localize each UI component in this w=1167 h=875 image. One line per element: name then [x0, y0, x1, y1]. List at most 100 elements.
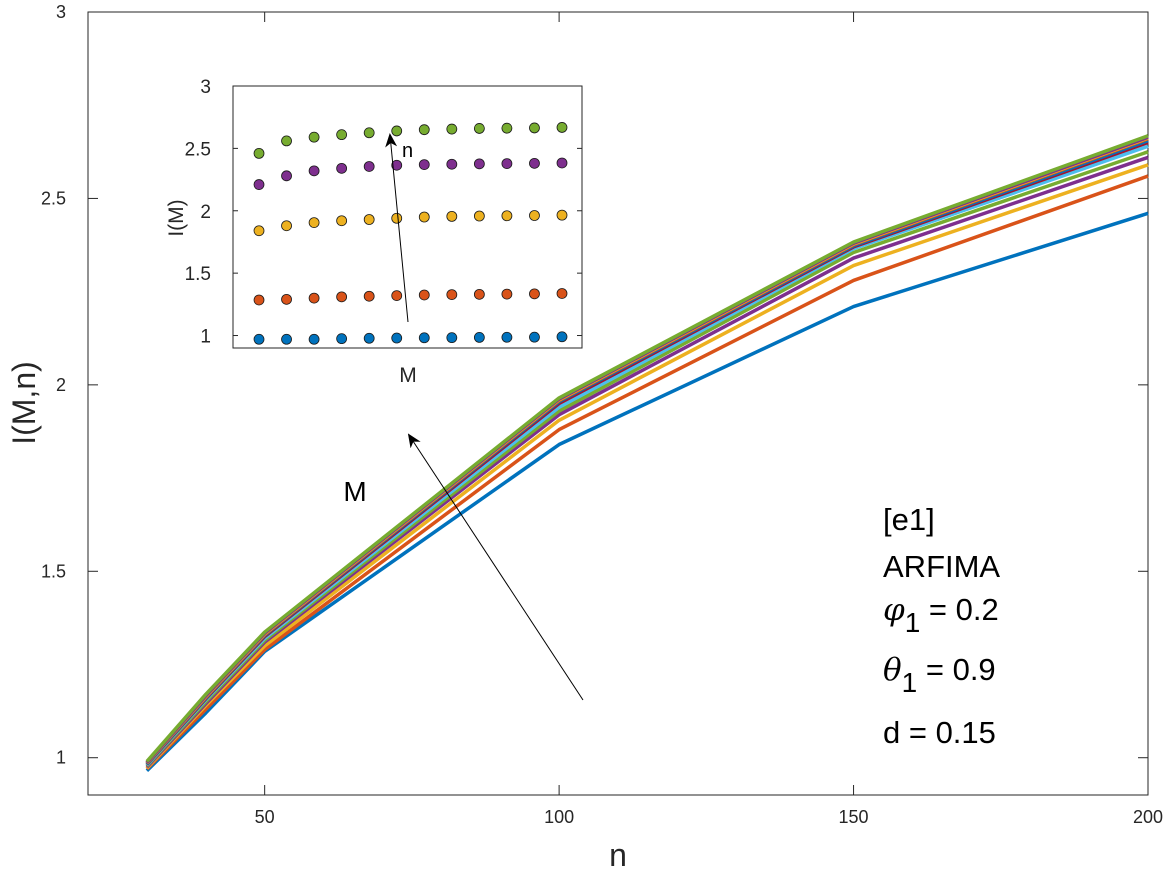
inset-point-n4 — [281, 170, 292, 182]
m-arrow — [407, 433, 584, 701]
inset-point-n5 — [473, 123, 485, 134]
param-theta-subscript: 1 — [902, 667, 918, 698]
inset-point-n2 — [281, 293, 292, 305]
param-phi-symbol: φ — [883, 592, 905, 628]
inset-y-tick-label: 2 — [200, 202, 211, 223]
inset-point-n1 — [281, 333, 292, 345]
x-axis-label: n — [609, 837, 627, 873]
y-tick-label: 1 — [56, 748, 66, 768]
inset-ticks — [233, 85, 582, 337]
series-line-m1 — [145, 211, 1149, 773]
inset-point-n4 — [446, 158, 458, 170]
inset-y-tick-label: 2.5 — [185, 139, 211, 160]
inset-point-n5 — [556, 122, 568, 133]
inset-point-n4 — [501, 158, 513, 170]
inset-point-n1 — [336, 333, 348, 345]
x-tick-label: 100 — [544, 807, 574, 827]
inset-point-n4 — [556, 157, 568, 169]
inset-point-n2 — [391, 290, 403, 302]
inset-x-axis-label: M — [399, 364, 417, 387]
param-model: ARFIMA — [883, 549, 1000, 584]
series-line-m12 — [145, 134, 1149, 763]
inset-point-n3 — [281, 220, 292, 232]
inset-y-tick-label: 1.5 — [185, 264, 211, 285]
inset-point-n3 — [501, 210, 513, 222]
y-tick-label: 2 — [56, 375, 66, 395]
inset-point-n5 — [281, 135, 292, 147]
x-tick-label: 50 — [255, 807, 275, 827]
y-tick-label: 1.5 — [41, 561, 66, 581]
inset-point-n1 — [446, 332, 458, 344]
inset-point-n3 — [336, 215, 348, 227]
inset-point-n3 — [556, 209, 568, 221]
param-theta-value: = 0.9 — [917, 652, 995, 687]
main-tick-labels: 50 100 150 200 1 1.5 2 2.5 3 — [41, 2, 1163, 827]
n-arrow-label: n — [402, 140, 413, 162]
inset-point-n3 — [529, 210, 540, 221]
inset-point-n5 — [501, 122, 513, 134]
inset-point-n1 — [501, 331, 513, 343]
inset-point-n4 — [336, 162, 348, 174]
inset-y-axis-label: I(M) — [165, 199, 188, 236]
inset-y-tick-label: 3 — [200, 77, 211, 98]
inset-point-n4 — [253, 179, 265, 190]
inset-point-n3 — [391, 212, 403, 224]
inset-point-n1 — [473, 331, 485, 343]
inset-point-n2 — [501, 288, 513, 300]
inset-point-n1 — [391, 332, 403, 344]
inset-point-n3 — [253, 225, 265, 237]
param-phi-subscript: 1 — [905, 607, 921, 638]
inset-point-n2 — [418, 289, 430, 301]
svg-text:θ1 = 0.9: θ1 = 0.9 — [883, 652, 996, 698]
inset-series — [253, 122, 568, 345]
inset-point-n1 — [253, 333, 265, 345]
inset-axes-frame — [232, 85, 583, 349]
y-axis-label: I(M,n) — [6, 361, 42, 445]
inset-point-n5 — [446, 123, 458, 135]
param-d: d = 0.15 — [883, 715, 996, 750]
inset-point-n5 — [253, 147, 265, 159]
inset-point-n2 — [556, 288, 568, 299]
inset-point-n3 — [363, 214, 375, 225]
inset-point-n2 — [529, 288, 540, 300]
inset-point-n3 — [473, 210, 485, 222]
x-tick-label: 200 — [1133, 807, 1163, 827]
inset-point-n2 — [308, 292, 320, 304]
inset-point-n4 — [529, 157, 540, 169]
inset-point-n1 — [418, 332, 430, 344]
inset-y-tick-label: 1 — [200, 327, 211, 348]
param-phi-value: = 0.2 — [920, 592, 998, 627]
parameter-text-box: [e1] ARFIMA φ1 = 0.2 θ1 = 0.9 d = 0.15 — [883, 502, 1000, 750]
inset-point-n2 — [336, 291, 348, 303]
param-theta-symbol: θ — [883, 652, 902, 688]
inset-point-n4 — [473, 158, 485, 170]
inset-point-n5 — [308, 131, 320, 143]
inset-point-n1 — [308, 333, 320, 345]
inset-point-n2 — [446, 289, 458, 301]
m-arrow-label: M — [343, 476, 366, 507]
inset-point-n2 — [363, 290, 375, 302]
inset-point-n2 — [473, 288, 485, 300]
main-series — [145, 134, 1149, 773]
inset-point-n1 — [529, 331, 540, 343]
inset-point-n4 — [391, 159, 403, 171]
inset-point-n5 — [336, 129, 348, 141]
inset-point-n5 — [418, 124, 430, 136]
y-tick-label: 2.5 — [41, 188, 66, 208]
inset-point-n4 — [308, 165, 320, 177]
inset-point-n5 — [363, 127, 375, 139]
inset-point-n2 — [253, 294, 265, 306]
param-tag: [e1] — [883, 502, 935, 537]
inset-point-n4 — [418, 159, 430, 171]
main-ticks — [88, 11, 1149, 795]
x-tick-label: 150 — [839, 807, 869, 827]
inset-point-n3 — [308, 217, 320, 229]
inset-point-n3 — [446, 210, 458, 222]
inset-point-n4 — [363, 161, 375, 172]
inset-point-n5 — [529, 122, 540, 134]
inset-point-n1 — [556, 331, 568, 343]
inset-point-n5 — [391, 125, 403, 137]
n-arrow — [385, 133, 409, 323]
y-tick-label: 3 — [56, 2, 66, 22]
